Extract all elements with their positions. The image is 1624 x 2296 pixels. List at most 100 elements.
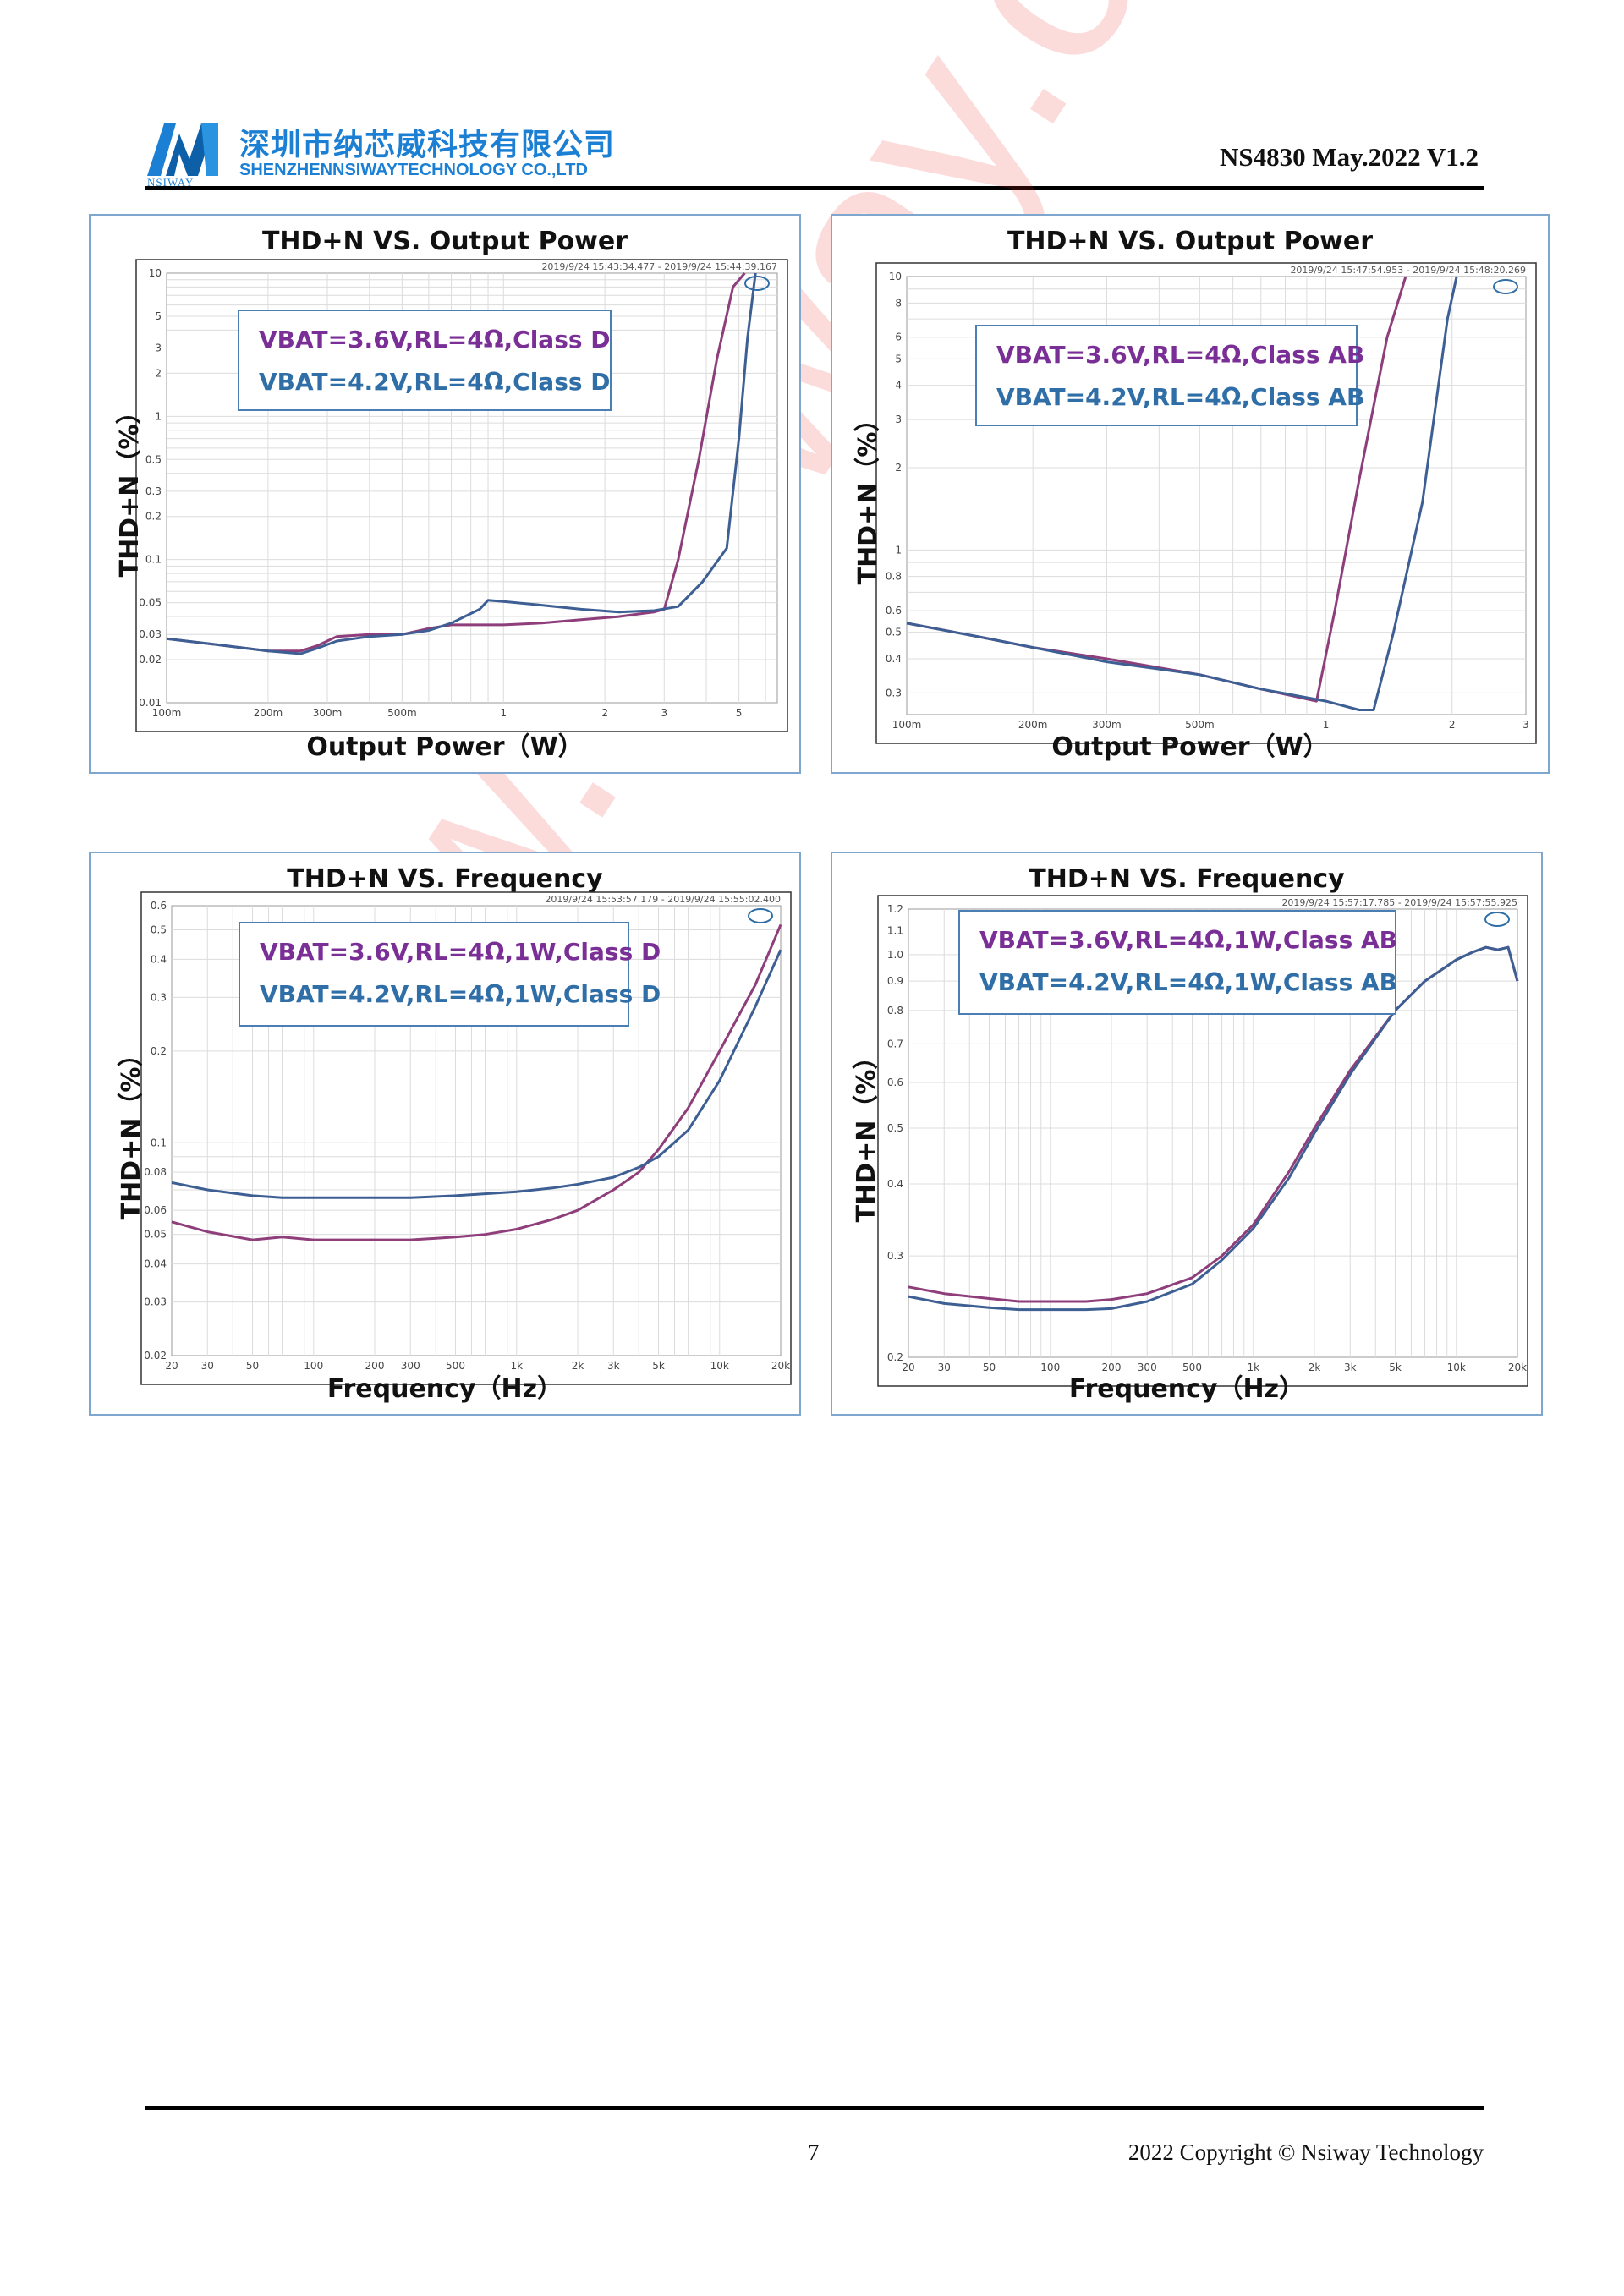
- legend-entry-2: VBAT=4.2V,RL=4Ω,Class D: [259, 368, 611, 396]
- series-line-2: [908, 945, 1519, 1312]
- x-tick-label: 1k: [510, 1360, 523, 1372]
- x-tick-label: 30: [938, 1362, 951, 1373]
- x-tick-label: 200m: [1018, 719, 1048, 731]
- y-tick-label: 0.9: [887, 975, 903, 987]
- timestamp: 2019/9/24 15:43:34.477 - 2019/9/24 15:44…: [541, 261, 777, 272]
- legend-box: [958, 910, 1396, 1015]
- y-tick-label: 3: [895, 414, 902, 425]
- x-tick-label: 50: [983, 1362, 996, 1373]
- y-tick-label: 0.02: [144, 1350, 167, 1362]
- y-tick-label: 0.1: [145, 554, 162, 566]
- legend-entry-1: VBAT=3.6V,RL=4Ω,1W,Class D: [260, 938, 661, 966]
- chart-title: THD+N VS. Output Power: [1007, 227, 1373, 256]
- x-tick-label: 300: [1138, 1362, 1157, 1373]
- legend-entry-2: VBAT=4.2V,RL=4Ω,1W,Class D: [260, 980, 661, 1008]
- y-tick-label: 2: [895, 462, 902, 474]
- legend-entry-1: VBAT=3.6V,RL=4Ω,Class AB: [996, 341, 1364, 369]
- x-tick-label: 200m: [254, 707, 283, 719]
- series-line-2: [171, 949, 782, 1199]
- x-tick-label: 3k: [1344, 1362, 1357, 1373]
- x-tick-label: 10k: [1447, 1362, 1466, 1373]
- y-tick-label: 0.6: [886, 605, 902, 616]
- y-tick-label: 0.8: [886, 571, 902, 583]
- ap-logo-icon: [748, 908, 773, 923]
- y-tick-label: 1.1: [887, 925, 903, 937]
- header-rule: [145, 186, 1484, 190]
- y-tick-label: 8: [895, 297, 902, 309]
- x-tick-label: 100m: [152, 707, 182, 719]
- company-name-cn: 深圳市纳芯威科技有限公司: [239, 128, 616, 162]
- logo-text: NSIWAY: [147, 176, 194, 188]
- x-tick-label: 1k: [1247, 1362, 1259, 1373]
- legend-box: [238, 310, 612, 411]
- y-tick-label: 0.4: [886, 653, 902, 665]
- legend-entry-1: VBAT=3.6V,RL=4Ω,1W,Class AB: [979, 926, 1397, 954]
- x-tick-label: 2k: [1309, 1362, 1321, 1373]
- x-tick-label: 100: [1040, 1362, 1060, 1373]
- chart-panel-4: THD+N VS. Frequency 2019/9/24 15:57:17.78…: [831, 852, 1543, 1416]
- y-tick-label: 6: [895, 332, 902, 343]
- x-tick-label: 100m: [892, 719, 922, 731]
- thd-vs-output-power-class-ab-chart: THD+N VS. Output Power 2019/9/24 15:47:54…: [853, 227, 1537, 762]
- x-tick-label: 20k: [771, 1360, 790, 1372]
- y-tick-label: 0.2: [151, 1045, 167, 1057]
- x-tick-label: 5: [736, 707, 743, 719]
- x-tick-label: 300m: [1092, 719, 1122, 731]
- x-tick-label: 500: [1182, 1362, 1202, 1373]
- y-tick-label: 0.3: [145, 485, 162, 497]
- x-tick-label: 5k: [652, 1360, 665, 1372]
- x-tick-label: 20: [165, 1360, 178, 1372]
- x-tick-label: 20k: [1508, 1362, 1527, 1373]
- y-tick-label: 0.3: [887, 1250, 903, 1262]
- y-tick-label: 2: [155, 367, 162, 379]
- y-axis-label: THD+N（%）: [115, 399, 145, 578]
- y-tick-label: 3: [155, 342, 162, 354]
- y-tick-label: 0.7: [887, 1038, 903, 1049]
- chart-panel-3: THD+N VS. Frequency 2019/9/24 15:53:57.17…: [89, 852, 801, 1416]
- y-tick-label: 0.2: [887, 1351, 903, 1363]
- x-axis-label: Output Power（W）: [1051, 732, 1328, 762]
- x-tick-label: 20: [902, 1362, 914, 1373]
- x-tick-label: 5k: [1389, 1362, 1402, 1373]
- timestamp: 2019/9/24 15:47:54.953 - 2019/9/24 15:48…: [1290, 265, 1526, 276]
- y-tick-label: 1.0: [887, 949, 903, 961]
- y-tick-label: 0.3: [886, 687, 902, 699]
- x-tick-label: 30: [201, 1360, 214, 1372]
- x-tick-label: 300: [401, 1360, 420, 1372]
- x-axis-label: Frequency（Hz）: [1069, 1374, 1304, 1404]
- x-tick-label: 10k: [710, 1360, 729, 1372]
- y-axis-label: THD+N（%）: [852, 1044, 881, 1223]
- y-tick-label: 0.1: [151, 1137, 167, 1148]
- timestamp: 2019/9/24 15:57:17.785 - 2019/9/24 15:57…: [1281, 897, 1517, 908]
- y-tick-label: 0.03: [144, 1296, 167, 1308]
- y-tick-label: 1.2: [887, 903, 903, 915]
- y-tick-label: 0.06: [144, 1204, 167, 1216]
- x-tick-label: 100: [304, 1360, 323, 1372]
- x-tick-label: 1: [1323, 719, 1330, 731]
- y-tick-label: 0.3: [151, 991, 167, 1003]
- chart-title: THD+N VS. Output Power: [262, 227, 628, 256]
- thd-vs-output-power-class-d-chart: THD+N VS. Output Power 2019/9/24 15:43:34…: [115, 227, 788, 762]
- x-tick-label: 50: [246, 1360, 259, 1372]
- y-tick-label: 0.5: [887, 1122, 903, 1134]
- x-tick-label: 2: [601, 707, 608, 719]
- y-axis-label: THD+N（%）: [853, 407, 883, 585]
- series-line-1: [166, 272, 746, 653]
- document-id: NS4830 May.2022 V1.2: [1219, 142, 1479, 172]
- legend-box: [975, 325, 1358, 426]
- timestamp: 2019/9/24 15:53:57.179 - 2019/9/24 15:55…: [545, 894, 781, 905]
- y-tick-label: 0.4: [887, 1178, 903, 1190]
- x-tick-label: 500: [446, 1360, 465, 1372]
- ap-logo-icon: [1493, 279, 1518, 294]
- y-tick-label: 0.05: [144, 1229, 167, 1241]
- y-tick-label: 4: [895, 380, 902, 392]
- y-tick-label: 0.4: [151, 953, 167, 965]
- y-tick-label: 0.5: [886, 627, 902, 638]
- y-tick-label: 0.2: [145, 511, 162, 523]
- y-tick-label: 0.04: [144, 1258, 167, 1270]
- y-tick-label: 0.6: [887, 1077, 903, 1088]
- y-tick-label: 0.03: [139, 628, 162, 640]
- company-logo: NSIWAY: [147, 123, 218, 188]
- legend-entry-1: VBAT=3.6V,RL=4Ω,Class D: [259, 326, 611, 353]
